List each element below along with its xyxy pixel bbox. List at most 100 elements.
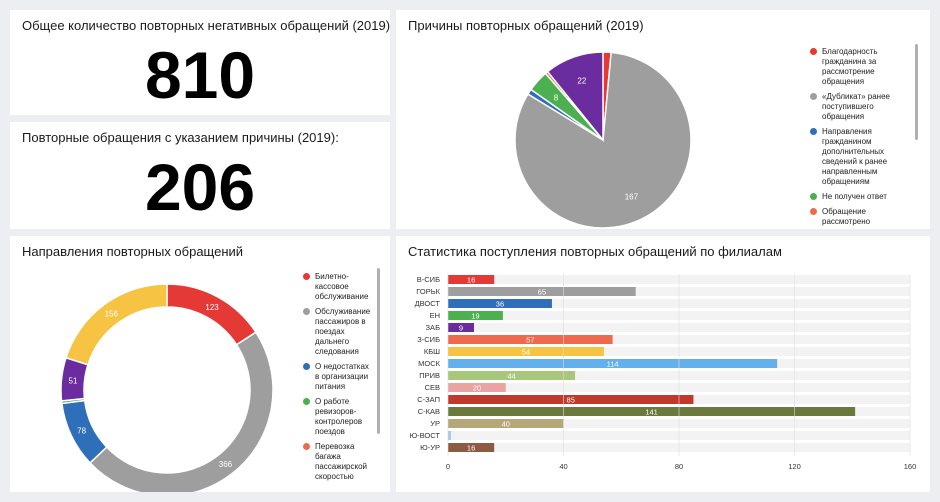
branch-bar[interactable]: [448, 347, 604, 356]
directions-legend-label: Перевозка багажа пассажирской скоростью: [315, 442, 368, 481]
branch-bar-value-label: 57: [526, 336, 534, 345]
reasons-slice-label: 8: [554, 94, 559, 103]
directions-legend-swatch: [303, 363, 310, 370]
branch-category-label: СЕВ: [425, 383, 440, 392]
directions-slice[interactable]: [166, 283, 257, 346]
directions-legend-item[interactable]: О работе ревизоров-контролеров поездов: [303, 397, 373, 437]
reasons-slice[interactable]: [546, 51, 604, 143]
directions-legend-item[interactable]: Билетно-кассовое обслуживание: [303, 272, 373, 302]
directions-donut-chart: 123 366 78 51 156: [60, 283, 274, 492]
reasons-card: Причины повторных обращений (2019) 167 8 2…: [396, 10, 930, 229]
directions-legend-scrollbar[interactable]: [377, 268, 380, 434]
reasons-legend-label: Не получен ответ: [822, 192, 887, 201]
directions-title: Направления повторных обращений: [22, 244, 244, 259]
reasons-legend-swatch: [810, 128, 817, 135]
directions-legend-label: О работе ревизоров-контролеров поездов: [315, 397, 363, 436]
directions-slice-label: 51: [69, 376, 78, 385]
reasons-legend-label: Направления гражданином дополнительных с…: [822, 127, 888, 186]
branch-bar[interactable]: [448, 419, 564, 428]
x-tick-label: 40: [559, 462, 567, 471]
directions-legend-label: Расписание следования: [315, 487, 359, 488]
branches-card: Статистика поступления повторных обращен…: [396, 236, 930, 492]
reasons-legend-item[interactable]: Обращение рассмотрено формально или не в…: [810, 207, 908, 227]
branches-title: Статистика поступления повторных обращен…: [408, 244, 782, 259]
branch-bar-value-label: 19: [471, 312, 479, 321]
branch-bar[interactable]: [448, 443, 495, 452]
x-tick-label: 120: [788, 462, 801, 471]
directions-slice-label: 366: [219, 460, 233, 469]
branch-bar-value-label: 40: [502, 420, 510, 429]
branch-bar-value-label: 16: [467, 276, 475, 285]
branch-category-label: ЗАБ: [426, 323, 441, 332]
reasons-legend-swatch: [810, 93, 817, 100]
branches-bar-chart: В-СИБ 16 ГОРЬК 65 ДВОСТ 36 ЕН 19 ЗАБ 9 З-СИБ 57 КБШ 5…: [410, 274, 916, 471]
reasons-title: Причины повторных обращений (2019): [408, 18, 644, 33]
directions-legend-swatch: [303, 308, 310, 315]
reasons-slice-label: 22: [577, 76, 586, 85]
branch-bar-value-label: 36: [496, 300, 504, 309]
directions-card: Направления повторных обращений 123 366 78…: [10, 236, 390, 492]
branch-bar-value-label: 16: [467, 444, 475, 453]
directions-legend-swatch: [303, 273, 310, 280]
branch-bar[interactable]: [448, 431, 451, 440]
directions-slice-label: 156: [105, 310, 119, 319]
directions-slice-label: 123: [205, 303, 219, 312]
reasons-legend-scrollbar[interactable]: [915, 44, 918, 140]
branch-bar[interactable]: [448, 299, 552, 308]
branch-bar[interactable]: [448, 275, 495, 284]
reasons-slice-label: 167: [625, 193, 639, 202]
branch-category-label: Ю-УР: [420, 443, 440, 452]
x-tick-label: 80: [675, 462, 683, 471]
directions-slice[interactable]: [88, 331, 274, 492]
reasons-legend-item[interactable]: Благодарность гражданина за рассмотрение…: [810, 47, 908, 87]
reasons-legend-label: Обращение рассмотрено формально или не в…: [822, 207, 871, 226]
branch-category-label: ЕН: [430, 311, 440, 320]
reasons-legend-item[interactable]: Направления гражданином дополнительных с…: [810, 127, 908, 187]
branch-category-label: С-КАВ: [418, 407, 440, 416]
kpi-total-title: Общее количество повторных негативных об…: [22, 18, 390, 33]
reasons-legend: Благодарность гражданина за рассмотрение…: [810, 47, 908, 227]
reasons-legend-swatch: [810, 193, 817, 200]
branch-category-label: ПРИВ: [419, 371, 440, 380]
reasons-legend-item[interactable]: «Дубликат» ранее поступившего обращения: [810, 92, 908, 122]
kpi-with-reason-title: Повторные обращения с указанием причины …: [22, 130, 339, 145]
reasons-legend-item[interactable]: Не получен ответ: [810, 192, 908, 202]
branch-category-label: В-СИБ: [417, 275, 440, 284]
branch-category-label: С-ЗАП: [417, 395, 440, 404]
branch-bar[interactable]: [448, 371, 576, 380]
branch-bar-value-label: 9: [459, 324, 463, 333]
branch-category-label: ДВОСТ: [415, 299, 441, 308]
branch-bar[interactable]: [448, 359, 778, 368]
reasons-legend-swatch: [810, 208, 817, 215]
branch-category-label: Ю-ВОСТ: [410, 431, 441, 440]
directions-legend: Билетно-кассовое обслуживание Обслуживани…: [303, 272, 373, 488]
branch-bar[interactable]: [448, 335, 613, 344]
directions-legend-item[interactable]: Перевозка багажа пассажирской скоростью: [303, 442, 373, 482]
branch-bar[interactable]: [448, 383, 506, 392]
branch-bar[interactable]: [448, 311, 503, 320]
branch-category-label: УР: [430, 419, 440, 428]
branch-bar-value-label: 85: [567, 396, 575, 405]
branch-category-label: ГОРЬК: [416, 287, 440, 296]
directions-legend-label: Обслуживание пассажиров в поездах дальне…: [315, 307, 371, 356]
directions-legend-item[interactable]: О недостатках в организации питания: [303, 362, 373, 392]
branch-category-label: КБШ: [424, 347, 440, 356]
directions-legend-item[interactable]: Обслуживание пассажиров в поездах дальне…: [303, 307, 373, 357]
branch-bar-value-label: 20: [473, 384, 481, 393]
kpi-card-with-reason: Повторные обращения с указанием причины …: [10, 122, 390, 229]
branch-category-label: З-СИБ: [417, 335, 440, 344]
branch-bar-value-label: 114: [607, 360, 619, 369]
branch-bar[interactable]: [448, 395, 694, 404]
branch-bar-value-label: 141: [645, 408, 658, 417]
directions-legend-swatch: [303, 443, 310, 450]
branch-bar[interactable]: [448, 407, 856, 416]
directions-legend-swatch: [303, 398, 310, 405]
branch-bar[interactable]: [448, 323, 474, 332]
x-tick-label: 0: [446, 462, 450, 471]
branch-bar[interactable]: [448, 287, 636, 296]
branch-bar-value-label: 65: [538, 288, 546, 297]
directions-slice[interactable]: [65, 283, 168, 366]
directions-legend-label: О недостатках в организации питания: [315, 362, 369, 391]
reasons-legend-swatch: [810, 48, 817, 55]
directions-legend-item[interactable]: Расписание следования: [303, 487, 373, 488]
